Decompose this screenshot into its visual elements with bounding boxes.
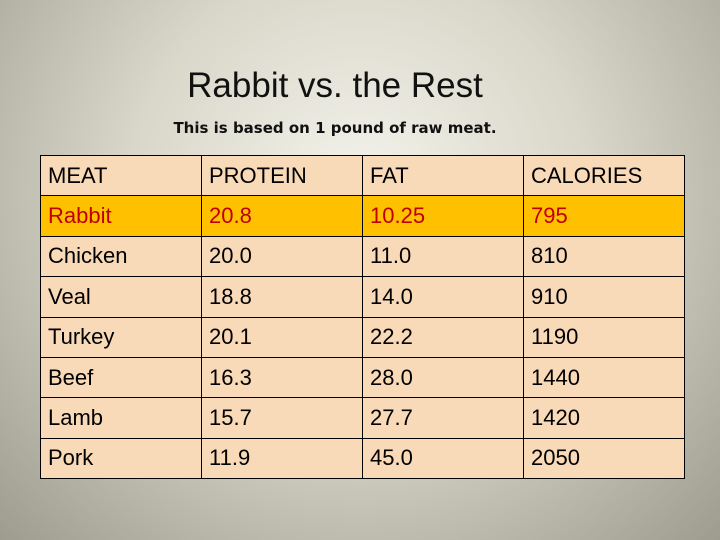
table: MEAT PROTEIN FAT CALORIES Rabbit 20.8 10.25 795… [40,154,685,480]
table-row: Veal 18.8 14.0 910 [40,276,685,318]
table-row: Pork 11.9 45.0 2050 [40,437,685,480]
table-cell: 16.3 [201,356,363,399]
table-cell: 1440 [523,356,685,399]
header-cell: FAT [362,154,524,197]
table-cell: 10.25 [362,195,524,237]
table-cell: 2050 [523,437,685,480]
table-cell: Lamb [40,397,202,439]
table-cell: Veal [40,276,202,318]
table-cell: 28.0 [362,356,524,399]
title: Rabbit vs. the Rest [187,66,483,105]
header-cell: PROTEIN [201,154,363,197]
table-cell: 15.7 [201,397,363,439]
table-cell: 795 [523,195,685,237]
table-cell: 20.8 [201,195,363,237]
table-cell: 27.7 [362,397,524,439]
table-cell: 20.1 [201,316,363,358]
table-row: Lamb 15.7 27.7 1420 [40,397,685,439]
header-cell: MEAT [40,154,202,197]
table-cell: 1420 [523,397,685,439]
table-cell: Rabbit [40,195,202,237]
subtitle: This is based on 1 pound of raw meat. [173,119,497,137]
header-row: MEAT PROTEIN FAT CALORIES [40,154,685,197]
table-cell: 22.2 [362,316,524,358]
table-row: Beef 16.3 28.0 1440 [40,356,685,399]
table-cell: Beef [40,356,202,399]
table-cell: 11.9 [201,437,363,480]
table-row: Chicken 20.0 11.0 810 [40,235,685,278]
table-cell: Turkey [40,316,202,358]
table-cell: Pork [40,437,202,480]
table-cell: 910 [523,276,685,318]
table-cell: 20.0 [201,235,363,278]
table-cell: 45.0 [362,437,524,480]
table-cell: Chicken [40,235,202,278]
table-row: Rabbit 20.8 10.25 795 [40,195,685,237]
header-cell: CALORIES [523,154,685,197]
table-cell: 18.8 [201,276,363,318]
table-cell: 1190 [523,316,685,358]
table-cell: 14.0 [362,276,524,318]
table-row: Turkey 20.1 22.2 1190 [40,316,685,358]
table-cell: 810 [523,235,685,278]
table-cell: 11.0 [362,235,524,278]
